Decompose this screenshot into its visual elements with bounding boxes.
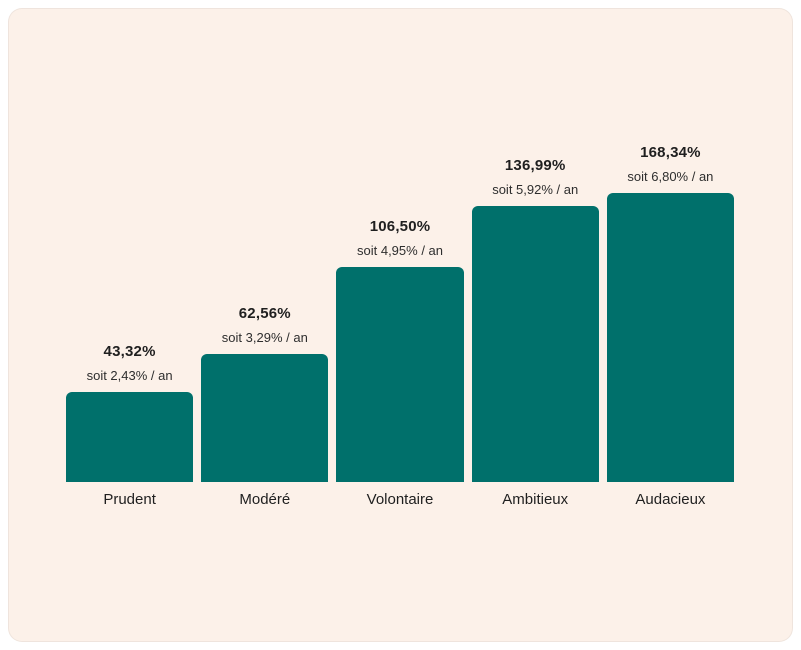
bar-label-group: 43,32% soit 2,43% / an [87, 343, 173, 383]
bar-volontaire [336, 267, 464, 482]
bar-annual-rate: soit 3,29% / an [221, 330, 308, 345]
bar-annual-rate: soit 5,92% / an [492, 182, 579, 197]
bar-column: 43,32% soit 2,43% / an [66, 144, 194, 482]
bar-label-group: 62,56% soit 3,29% / an [222, 305, 308, 345]
bar-total-value: 106,50% [369, 218, 431, 235]
bar-label-group: 136,99% soit 5,92% / an [492, 157, 578, 197]
x-axis-label: Modéré [239, 491, 291, 508]
bar-label-group: 168,34% soit 6,80% / an [627, 144, 713, 184]
bar-column: 106,50% soit 4,95% / an [336, 144, 464, 482]
bar-annual-rate: soit 2,43% / an [86, 368, 173, 383]
chart-card: 43,32% soit 2,43% / an 62,56% soit 3,29% / … [8, 8, 793, 642]
x-axis-label: Audacieux [635, 491, 706, 508]
bar-total-value: 62,56% [238, 305, 291, 322]
bar-column: 62,56% soit 3,29% / an [201, 144, 329, 482]
bar-annual-rate: soit 6,80% / an [627, 169, 714, 184]
bar-total-value: 168,34% [640, 144, 701, 161]
bar-modere [201, 354, 329, 482]
bar-prudent [66, 392, 194, 482]
x-axis-labels: Prudent Modéré Volontaire Ambitieux Audacieu… [66, 491, 734, 508]
bar-chart: 43,32% soit 2,43% / an 62,56% soit 3,29% / … [66, 144, 735, 482]
x-axis-label: Ambitieux [502, 491, 569, 508]
bar-total-value: 43,32% [103, 343, 156, 360]
x-axis-label: Volontaire [366, 491, 434, 508]
x-axis-label: Prudent [103, 491, 156, 508]
bar-column: 168,34% soit 6,80% / an [606, 144, 735, 482]
bar-ambitieux [471, 206, 599, 482]
bar-annual-rate: soit 4,95% / an [357, 243, 443, 258]
bar-audacieux [606, 193, 735, 482]
bar-label-group: 106,50% soit 4,95% / an [357, 218, 443, 258]
bar-column: 136,99% soit 5,92% / an [471, 144, 599, 482]
bar-total-value: 136,99% [504, 157, 566, 174]
